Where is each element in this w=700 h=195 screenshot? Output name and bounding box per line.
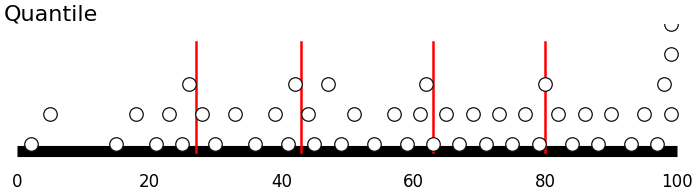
Point [566, 142, 578, 145]
Point [428, 142, 439, 145]
Point [302, 112, 314, 115]
Point [249, 142, 260, 145]
Point [665, 53, 676, 56]
Point [441, 112, 452, 115]
Point [282, 142, 293, 145]
Point [533, 142, 545, 145]
Point [494, 112, 505, 115]
Point [368, 142, 379, 145]
Point [388, 112, 399, 115]
Point [626, 142, 637, 145]
Point [150, 142, 162, 145]
Point [659, 82, 670, 86]
Point [111, 142, 122, 145]
Point [652, 142, 663, 145]
Point [454, 142, 465, 145]
Point [210, 142, 221, 145]
Point [322, 82, 333, 86]
Point [45, 112, 56, 115]
Point [665, 23, 676, 26]
Point [183, 82, 195, 86]
Point [289, 82, 300, 86]
Point [553, 112, 564, 115]
Point [269, 112, 280, 115]
Point [507, 142, 518, 145]
Point [467, 112, 478, 115]
Point [580, 112, 591, 115]
Point [480, 142, 491, 145]
Point [176, 142, 188, 145]
Point [592, 142, 603, 145]
Point [164, 112, 175, 115]
Point [606, 112, 617, 115]
Point [540, 82, 551, 86]
Point [520, 112, 531, 115]
Point [335, 142, 346, 145]
Point [197, 112, 208, 115]
Point [638, 112, 650, 115]
Point [230, 112, 241, 115]
Point [309, 142, 320, 145]
Text: Quantile: Quantile [4, 4, 99, 24]
Point [665, 112, 676, 115]
Point [414, 112, 426, 115]
Point [130, 112, 141, 115]
Point [401, 142, 412, 145]
Point [349, 112, 360, 115]
Point [25, 142, 36, 145]
Point [421, 82, 432, 86]
